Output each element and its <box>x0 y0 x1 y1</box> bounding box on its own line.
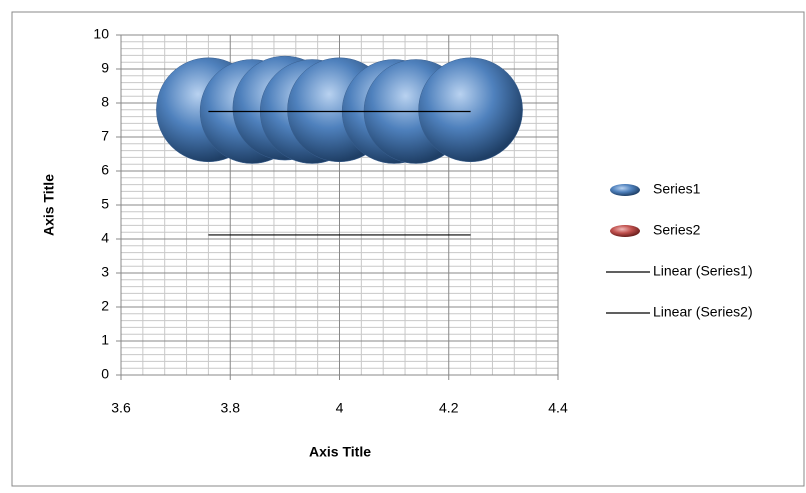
y-tick-label: 3 <box>101 264 109 280</box>
y-tick-label: 8 <box>101 94 109 110</box>
legend: Series1 Series2 Linear (Series1) Linear (Se… <box>606 181 753 320</box>
x-tick-label: 3.6 <box>111 400 131 416</box>
y-tick-label: 7 <box>101 128 109 144</box>
legend-label: Series1 <box>653 181 701 197</box>
x-axis-title: Axis Title <box>309 444 371 460</box>
legend-label: Linear (Series1) <box>653 263 753 279</box>
y-tick-label: 9 <box>101 60 109 76</box>
bubble <box>418 57 523 163</box>
legend-swatch <box>610 184 640 196</box>
y-tick-label: 2 <box>101 298 109 314</box>
y-tick-label: 1 <box>101 332 109 348</box>
legend-label: Series2 <box>653 222 701 238</box>
x-tick-label: 4.4 <box>548 400 568 416</box>
y-axis-title: Axis Title <box>41 174 57 236</box>
legend-label: Linear (Series2) <box>653 304 753 320</box>
plot <box>156 55 523 236</box>
y-tick-label: 6 <box>101 162 109 178</box>
y-tick-label: 0 <box>101 366 109 382</box>
x-tick-label: 4 <box>336 400 344 416</box>
x-tick-label: 4.2 <box>439 400 459 416</box>
legend-swatch <box>610 225 640 237</box>
y-tick-label: 5 <box>101 196 109 212</box>
x-tick-label: 3.8 <box>221 400 241 416</box>
y-tick-label: 10 <box>93 26 109 42</box>
y-tick-label: 4 <box>101 230 109 246</box>
